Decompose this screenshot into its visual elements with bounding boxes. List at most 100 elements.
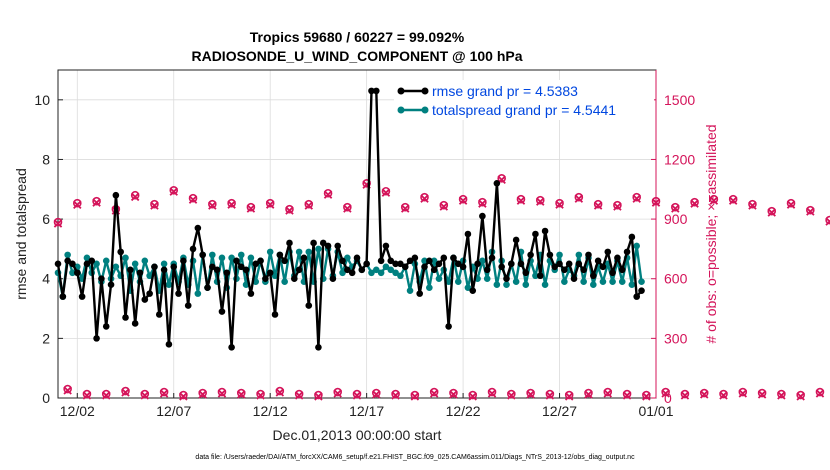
spread-point — [512, 278, 520, 286]
rmse-point — [165, 341, 173, 348]
rmse-point — [565, 260, 573, 268]
rmse-point — [83, 260, 91, 268]
rmse-point — [180, 257, 187, 265]
obs-assimilated-point — [651, 198, 661, 207]
rmse-point — [594, 257, 602, 265]
y2-tick-label: 600 — [664, 271, 688, 287]
x-tick-label: 12/12 — [253, 403, 288, 419]
obs-possible-point — [188, 193, 198, 203]
obs-possible-point — [169, 185, 179, 195]
spread-point — [392, 269, 399, 277]
rmse-point — [295, 266, 303, 274]
obs-assimilated-point — [304, 201, 314, 210]
obs-possible-point — [400, 202, 410, 212]
obs-assimilated-point — [410, 392, 420, 401]
spread-point — [479, 257, 486, 265]
spread-point — [271, 272, 279, 280]
x-tick-label: 01/01 — [638, 403, 673, 419]
rmse-point — [300, 254, 308, 262]
obs-possible-point — [767, 206, 777, 216]
footnote: data file: /Users/raeder/DAI/ATM_forcXX/… — [195, 454, 635, 461]
rmse-point — [609, 269, 616, 277]
rmse-point — [237, 263, 245, 271]
obs-assimilated-point — [439, 202, 449, 211]
rmse-point — [146, 290, 153, 297]
rmse-point — [117, 248, 124, 256]
obs-assimilated-point — [526, 390, 535, 399]
rmse-point — [334, 242, 342, 250]
obs-possible-point — [574, 192, 584, 202]
obs-possible-point — [333, 387, 343, 397]
rmse-point — [324, 242, 332, 250]
obs-assimilated-point — [169, 187, 178, 196]
obs-possible-point — [314, 390, 323, 400]
rmse-point — [131, 320, 139, 327]
rmse-point — [614, 254, 621, 262]
spread-point — [556, 251, 563, 259]
y-axis-right: 0 300 600 900 1200 1500 — [651, 70, 695, 406]
obs-assimilated-point — [227, 200, 236, 209]
obs-assimilated-point — [632, 194, 641, 203]
obs-possible-point — [304, 199, 314, 209]
spread-point — [315, 245, 322, 253]
obs-assimilated-point — [777, 391, 786, 400]
obs-assimilated-point — [343, 204, 352, 213]
rmse-point — [638, 287, 645, 294]
spread-point — [493, 281, 501, 288]
spread-point — [464, 284, 472, 291]
rmse-point — [416, 290, 423, 297]
rmse-point — [319, 239, 327, 247]
obs-assimilated-point — [767, 208, 776, 217]
rmse-point — [189, 245, 197, 253]
obs-assimilated-point — [536, 197, 545, 206]
rmse-point — [315, 344, 322, 351]
spread-point — [368, 269, 375, 277]
obs-assimilated-point — [237, 390, 246, 399]
rmse-point — [54, 260, 62, 268]
rmse-point — [107, 281, 115, 288]
obs-assimilated-point — [661, 389, 670, 398]
spread-point — [609, 278, 616, 286]
spread-point — [377, 269, 385, 277]
line-series — [54, 87, 645, 351]
rmse-point — [271, 311, 279, 318]
rmse-point — [377, 257, 385, 265]
spread-point — [618, 278, 626, 286]
y-tick-label: 10 — [34, 92, 50, 108]
spread-point — [445, 278, 452, 286]
obs-assimilated-point — [719, 391, 728, 400]
obs-possible-point — [757, 388, 767, 398]
obs-assimilated-point — [748, 201, 757, 210]
obs-possible-point — [478, 197, 487, 207]
obs-possible-point — [458, 194, 468, 204]
rmse-point — [93, 335, 100, 342]
y-tick-label: 4 — [42, 271, 50, 287]
spread-point — [218, 254, 226, 262]
rmse-point — [382, 242, 390, 250]
rmse-point — [512, 236, 520, 244]
rmse-point — [599, 263, 607, 271]
obs-assimilated-point — [381, 188, 391, 197]
obs-possible-point — [622, 389, 632, 399]
x-tick-label: 12/02 — [60, 403, 95, 419]
obs-assimilated-point — [159, 389, 169, 398]
rmse-point — [570, 275, 578, 283]
obs-assimilated-point — [507, 391, 516, 400]
obs-possible-point — [690, 197, 699, 207]
obs-assimilated-point — [275, 388, 285, 397]
spread-point — [382, 263, 390, 271]
legend-marker-rmse — [421, 87, 429, 95]
rmse-point — [78, 293, 86, 300]
obs-possible-point — [381, 186, 391, 196]
rmse-point — [155, 311, 163, 318]
obs-assimilated-point — [333, 389, 342, 398]
spread-point — [575, 251, 583, 259]
obs-possible-point — [410, 390, 420, 400]
rmse-point — [508, 260, 515, 268]
obs-assimilated-point — [709, 196, 719, 205]
rmse-point — [411, 254, 419, 262]
obs-possible-point — [815, 387, 825, 397]
rmse-point — [479, 212, 486, 220]
obs-assimilated-point — [294, 391, 304, 400]
obs-assimilated-point — [391, 391, 400, 400]
